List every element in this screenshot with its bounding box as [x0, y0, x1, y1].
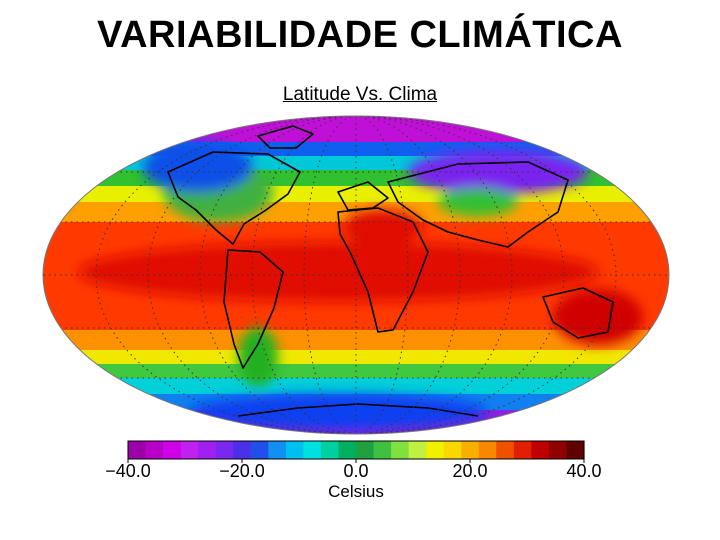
- slide-title: VARIABILIDADE CLIMÁTICA: [97, 14, 623, 56]
- band-subpolar-north: [43, 142, 669, 158]
- north-america: [167, 151, 301, 245]
- colorbar-cell: [233, 441, 252, 459]
- colorbar-unit-label: Celsius: [328, 482, 384, 501]
- greenland: [257, 125, 314, 149]
- colorbar-tick-label: 20.0: [452, 461, 487, 481]
- antarctica: [237, 403, 479, 417]
- africa: [337, 207, 429, 333]
- colorbar-cell: [496, 441, 515, 459]
- colorbar-cell: [443, 441, 462, 459]
- temperature-colorbar: −40.0 −20.0 0.0 20.0 40.0 Celsius: [105, 440, 602, 501]
- colorbar-cell: [356, 441, 375, 459]
- colorbar-cell: [285, 441, 304, 459]
- colorbar-cell: [268, 441, 287, 459]
- graticule: [43, 116, 669, 434]
- australia: [542, 287, 614, 339]
- colorbar-cell: [373, 441, 392, 459]
- south-america: [223, 249, 284, 369]
- band-subtropic-south: [43, 330, 669, 352]
- colorbar-cell: [303, 441, 322, 459]
- colorbar-cell: [548, 441, 568, 459]
- colorbar-cell: [128, 441, 147, 459]
- colorbar-cell: [338, 441, 357, 459]
- colorbar-cell: [180, 441, 199, 459]
- slide-subtitle: Latitude Vs. Clima: [282, 84, 438, 105]
- colorbar-cell: [408, 441, 427, 459]
- colorbar-cell: [566, 441, 585, 459]
- colorbar-cell: [250, 441, 269, 459]
- colorbar-tick-label: 0.0: [343, 461, 368, 481]
- colorbar-cell: [145, 441, 164, 459]
- europe: [337, 181, 389, 211]
- band-warm-south: [43, 350, 669, 366]
- colorbar-cell: [426, 441, 445, 459]
- colorbar-cells: [128, 441, 585, 459]
- colorbar-ticks: −40.0 −20.0 0.0 20.0 40.0: [105, 459, 602, 481]
- coastlines: [167, 125, 614, 417]
- colorbar-cell: [320, 441, 340, 459]
- map-body: [43, 116, 669, 434]
- colorbar-cell: [391, 441, 410, 459]
- colorbar-cell: [531, 441, 550, 459]
- colorbar-tick-label: 40.0: [566, 461, 601, 481]
- world-temperature-map: [42, 115, 670, 435]
- colorbar-cell: [163, 441, 182, 459]
- colorbar-tick-label: −20.0: [219, 461, 265, 481]
- colorbar-cell: [513, 441, 532, 459]
- asia: [387, 161, 569, 248]
- colorbar-cell: [461, 441, 480, 459]
- colorbar-cell: [215, 441, 234, 459]
- colorbar-cell: [198, 441, 217, 459]
- map-border: [42, 115, 670, 435]
- colorbar-tick-label: −40.0: [105, 461, 151, 481]
- colorbar-cell: [478, 441, 497, 459]
